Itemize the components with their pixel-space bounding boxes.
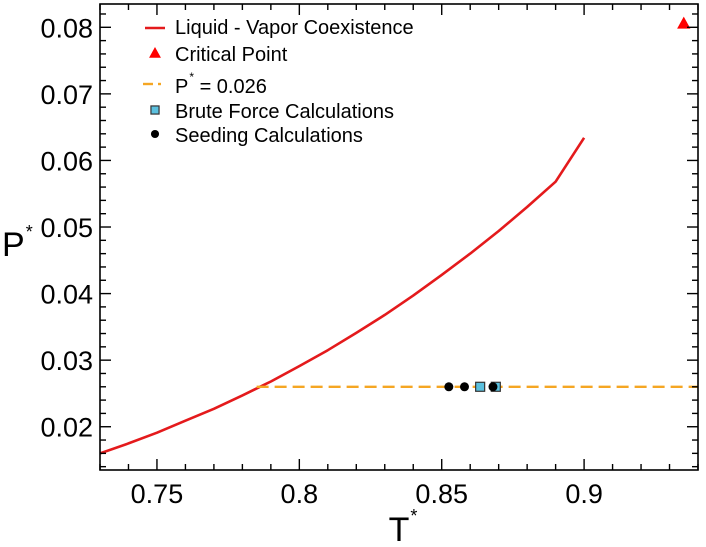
seeding-point xyxy=(488,382,498,392)
y-tick-label: 0.05 xyxy=(40,213,93,243)
seeding-point xyxy=(459,382,469,392)
legend-label: Liquid - Vapor Coexistence xyxy=(175,17,414,39)
brute-force-point xyxy=(475,381,486,392)
x-tick-label: 0.75 xyxy=(131,479,184,509)
legend-circle-swatch xyxy=(150,129,160,139)
legend-label: Brute Force Calculations xyxy=(175,101,394,123)
coexistence-curve xyxy=(100,137,586,455)
y-axis-title: P* xyxy=(2,222,33,264)
y-tick-label: 0.07 xyxy=(40,80,93,110)
x-tick-label: 0.9 xyxy=(565,479,603,509)
ticks: 0.75 0.8 0.85 0.9 0.02 0.03 0.04 0.05 0.06 0.07 0.… xyxy=(40,4,699,509)
y-tick-label: 0.06 xyxy=(40,146,93,176)
y-tick-label: 0.03 xyxy=(40,346,93,376)
seeding-point xyxy=(444,382,454,392)
legend-triangle-swatch xyxy=(149,47,161,58)
legend-label: Critical Point xyxy=(175,44,288,66)
legend: Liquid - Vapor Coexistence Critical Point… xyxy=(143,17,414,147)
legend-label: Seeding Calculations xyxy=(175,125,363,147)
y-tick-label: 0.08 xyxy=(40,13,93,43)
y-tick-label: 0.04 xyxy=(40,280,93,310)
legend-square-swatch xyxy=(150,105,160,115)
x-axis-title: T* xyxy=(389,506,418,547)
critical-point-marker xyxy=(677,16,691,29)
x-tick-label: 0.85 xyxy=(415,479,468,509)
plot-frame xyxy=(99,3,699,471)
legend-label: P* = 0.026 xyxy=(175,70,267,98)
plot-content xyxy=(100,16,698,455)
x-tick-label: 0.8 xyxy=(281,479,319,509)
y-tick-label: 0.02 xyxy=(40,413,93,443)
